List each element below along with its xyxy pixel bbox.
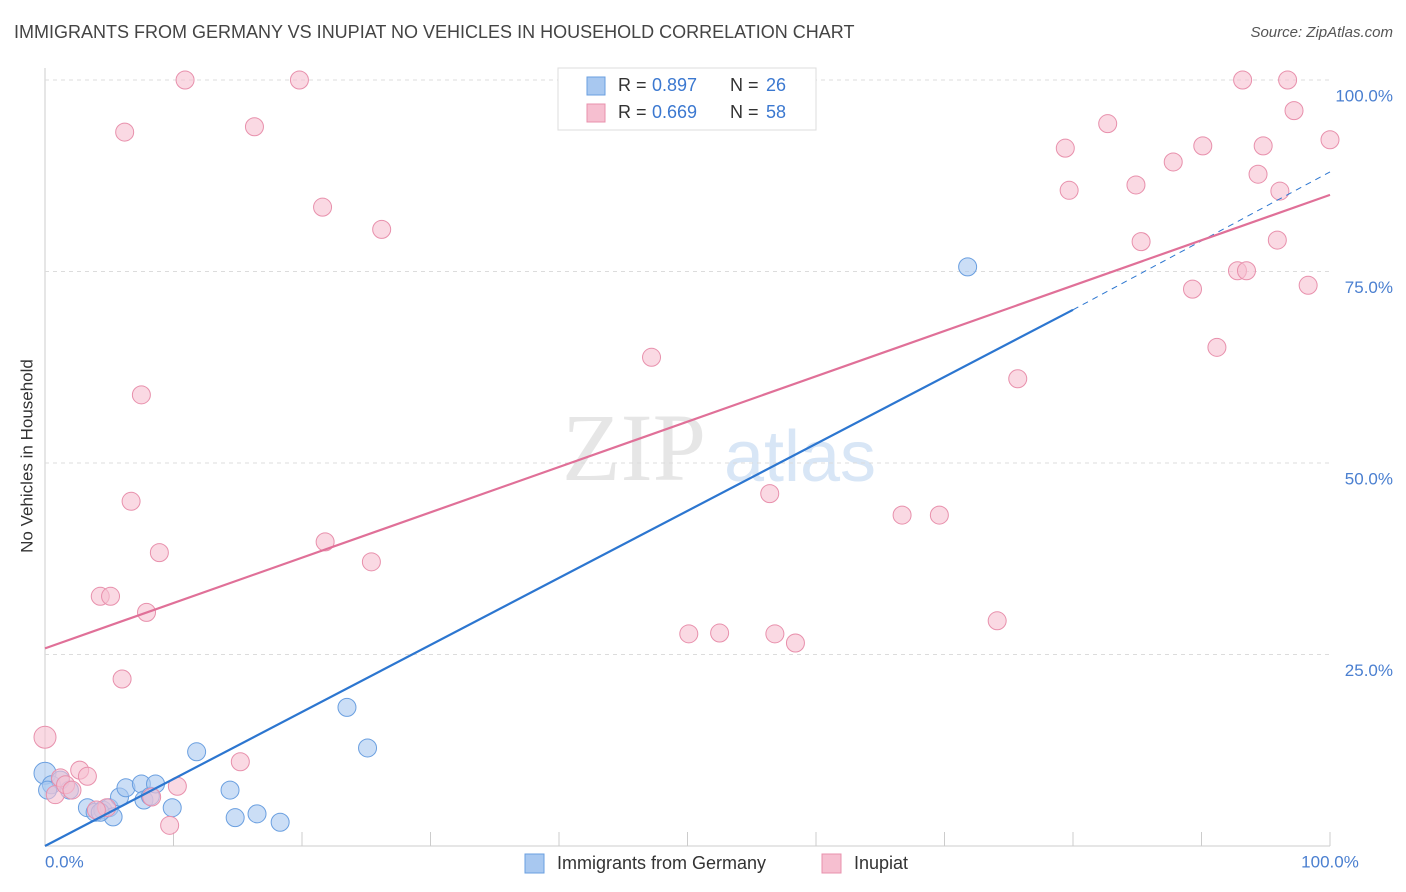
legend-r-label: R = [618,75,647,95]
point [679,624,699,644]
point [1233,70,1253,90]
point [1183,279,1203,299]
point [247,804,267,824]
point [121,491,141,511]
point [131,385,151,405]
point [1320,130,1340,150]
legend-swatch [821,853,842,874]
point [77,766,97,786]
legend-swatch [586,103,606,123]
point [1193,136,1213,156]
y-tick-label: 100.0% [1335,86,1393,105]
point [1098,114,1118,134]
point [1126,175,1146,195]
point [1270,181,1290,201]
y-axis-label: No Vehicles in Household [17,359,36,553]
point [187,742,207,762]
point [220,780,240,800]
point [760,484,780,504]
point [33,725,57,749]
point [1248,164,1268,184]
legend-label: Immigrants from Germany [557,853,766,873]
point [710,623,730,643]
point [1298,275,1318,295]
chart-title: IMMIGRANTS FROM GERMANY VS INUPIAT NO VE… [14,22,854,42]
point [244,117,264,137]
point [785,633,805,653]
x-tick-label: 0.0% [45,852,84,871]
point [315,532,335,552]
point [958,257,978,277]
legend-r: 0.669 [652,102,697,122]
point [160,815,180,835]
point [115,122,135,142]
point [1253,136,1273,156]
point [225,808,245,828]
legend-swatch [586,76,606,96]
point [892,505,912,525]
y-tick-label: 50.0% [1345,469,1393,488]
point [1163,152,1183,172]
watermark: atlas [724,417,876,497]
legend-n-label: N = [730,75,759,95]
point [230,752,250,772]
y-tick-label: 75.0% [1345,278,1393,297]
point [289,70,309,90]
point [1236,261,1256,281]
point [1207,337,1227,357]
legend-n: 26 [766,75,786,95]
point [1059,180,1079,200]
point [112,669,132,689]
point [175,70,195,90]
point [361,552,381,572]
legend-label: Inupiat [854,853,908,873]
point [270,812,290,832]
point [337,697,357,717]
legend-n: 58 [766,102,786,122]
legend-r-label: R = [618,102,647,122]
point [149,543,169,563]
watermark: ZIP [562,394,706,501]
y-tick-label: 25.0% [1345,661,1393,680]
legend-swatch [524,853,545,874]
point [313,197,333,217]
legend-n-label: N = [730,102,759,122]
trend-line [44,193,1331,650]
point [372,219,392,239]
point [1278,70,1298,90]
source: Source: ZipAtlas.com [1250,24,1393,41]
point [765,624,785,644]
point [987,611,1007,631]
trend-line [44,308,1074,847]
point [642,347,662,367]
x-tick-label: 100.0% [1301,852,1359,871]
point [358,738,378,758]
point [1008,369,1028,389]
point [62,780,82,800]
point [162,798,182,818]
point [1284,101,1304,121]
point [101,586,121,606]
point [1267,230,1287,250]
point [1055,138,1075,158]
legend-r: 0.897 [652,75,697,95]
point [1131,232,1151,252]
point [929,505,949,525]
